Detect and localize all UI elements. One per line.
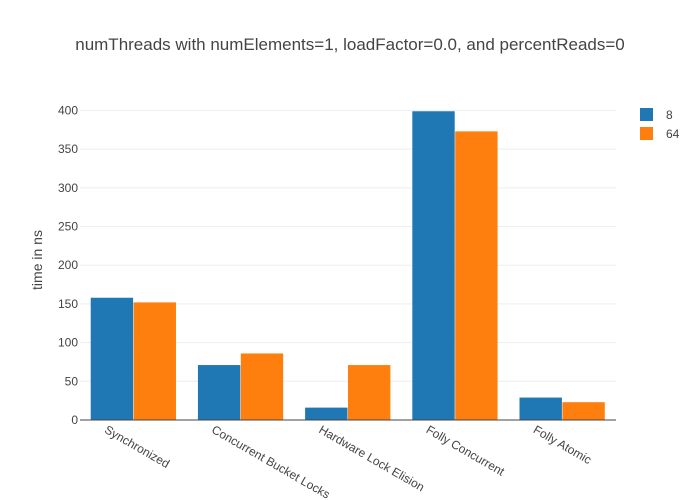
y-axis-title: time in ns — [29, 230, 45, 290]
x-tick-labels: Synchronized Concurrent Bucket LocksHardw… — [102, 422, 594, 500]
y-tick-label: 100 — [58, 336, 78, 350]
x-tick-label: Folly Concurrent — [424, 422, 508, 478]
bar[interactable] — [455, 131, 498, 420]
bar[interactable] — [305, 407, 348, 420]
x-tick-label: Concurrent Bucket Locks — [209, 422, 332, 500]
x-tick-label: Hardware Lock Elision — [317, 422, 427, 494]
y-tick-label: 200 — [58, 258, 78, 272]
legend-label[interactable]: 64 — [666, 127, 680, 141]
legend-swatch[interactable] — [640, 108, 653, 121]
bars — [90, 111, 605, 420]
x-tick-label: Synchronized — [102, 422, 172, 470]
bar[interactable] — [240, 353, 284, 420]
bar[interactable] — [348, 365, 391, 420]
chart-title: numThreads with numElements=1, loadFacto… — [75, 35, 625, 54]
bar[interactable] — [562, 402, 605, 420]
legend-swatch[interactable] — [640, 127, 653, 140]
y-tick-label: 50 — [65, 374, 79, 388]
y-tick-label: 350 — [58, 142, 78, 156]
y-tick-label: 250 — [58, 220, 78, 234]
y-tick-label: 150 — [58, 297, 78, 311]
y-tick-label: 400 — [58, 103, 78, 117]
y-tick-labels: 0 50 100 150 200 250 300 350 400 — [58, 103, 78, 427]
y-tick-label: 300 — [58, 181, 78, 195]
legend[interactable]: 864 — [640, 108, 680, 141]
bar[interactable] — [412, 111, 455, 420]
bar[interactable] — [90, 297, 134, 420]
bar[interactable] — [197, 365, 241, 420]
bar[interactable] — [133, 302, 176, 420]
bar[interactable] — [519, 397, 562, 420]
x-tick-label: Folly Atomic — [531, 422, 594, 466]
y-tick-label: 0 — [71, 413, 78, 427]
legend-label[interactable]: 8 — [666, 108, 673, 122]
